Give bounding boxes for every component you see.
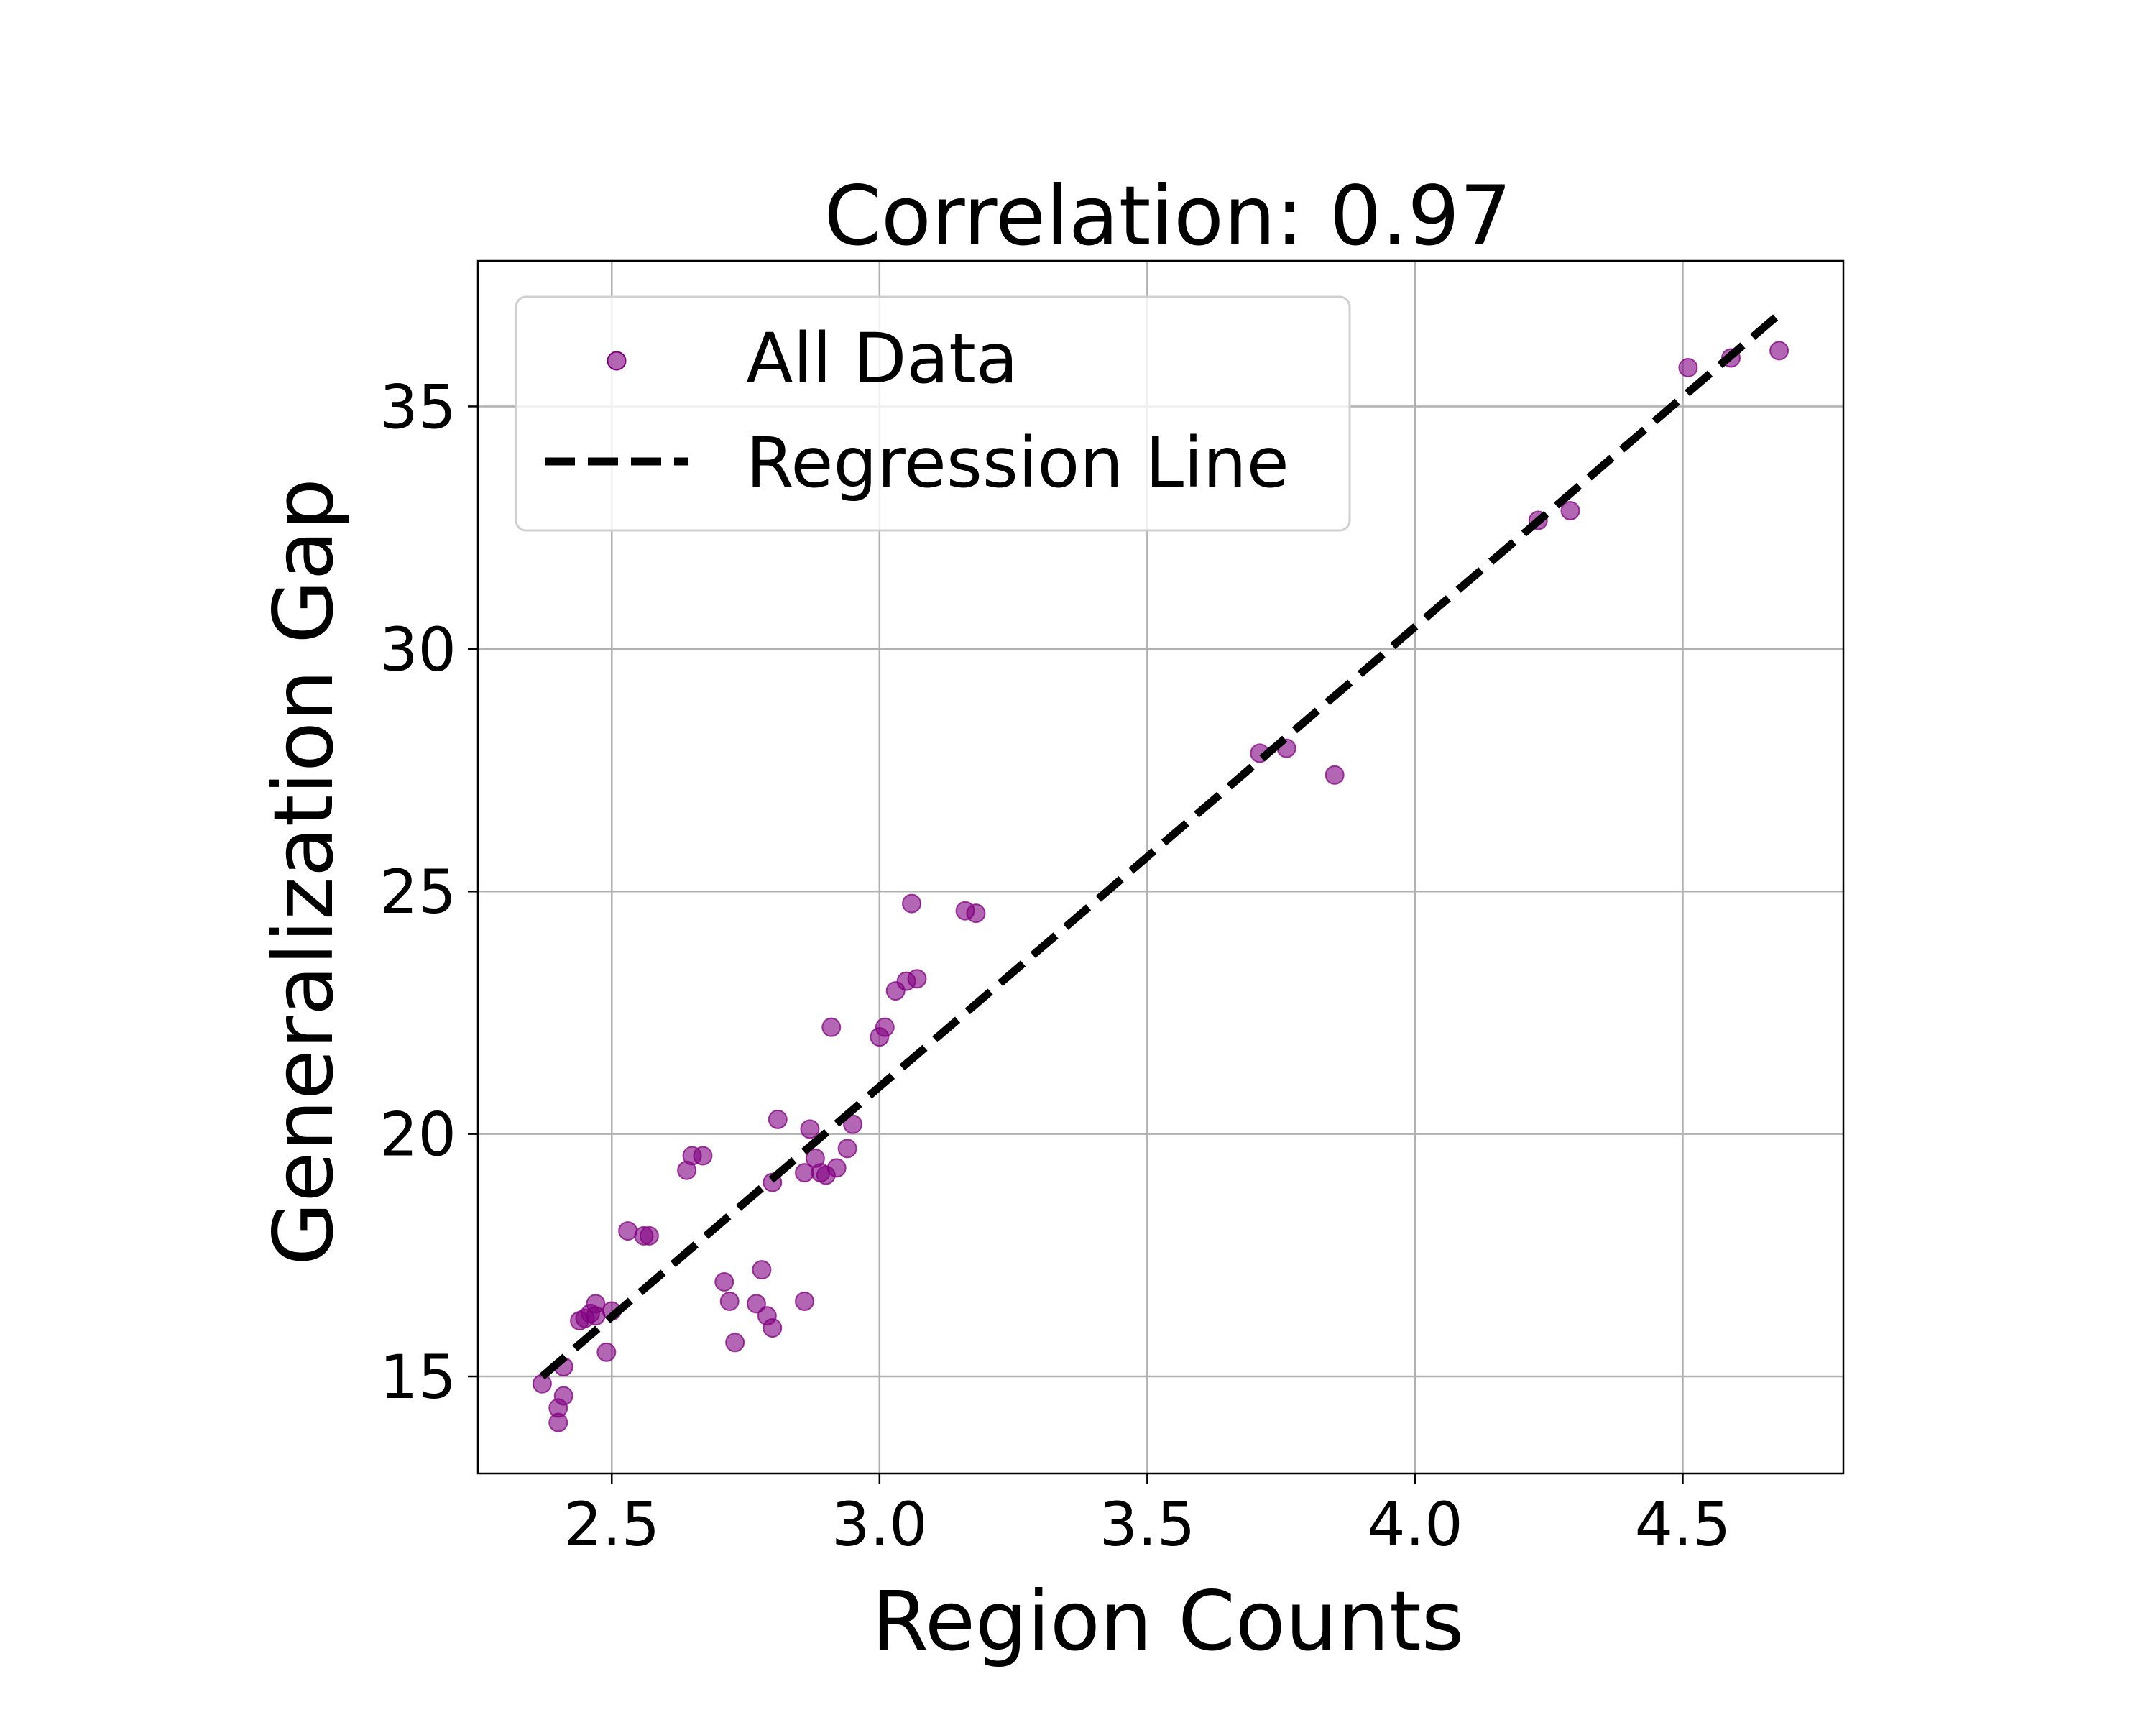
data-point bbox=[768, 1109, 788, 1129]
data-point bbox=[1560, 501, 1580, 521]
data-point bbox=[800, 1119, 820, 1139]
data-point bbox=[843, 1114, 863, 1134]
y-tick-label: 35 bbox=[379, 372, 456, 442]
x-axis-ticks: 2.5 3.0 3.5 4.0 4.5 bbox=[563, 1473, 1731, 1560]
regression-line-layer bbox=[539, 311, 1782, 1380]
data-point bbox=[1678, 357, 1698, 377]
x-tick-label: 4.5 bbox=[1635, 1489, 1731, 1560]
legend: All Data Regression Line bbox=[515, 295, 1351, 532]
y-tick-label: 20 bbox=[379, 1100, 456, 1170]
data-point bbox=[902, 893, 922, 914]
data-point bbox=[532, 1374, 552, 1394]
data-point bbox=[596, 1342, 617, 1362]
y-axis-ticks: 15 20 25 30 35 bbox=[379, 372, 478, 1412]
x-tick-label: 3.0 bbox=[831, 1489, 928, 1560]
data-point bbox=[752, 1260, 772, 1280]
y-tick-label: 30 bbox=[379, 615, 456, 685]
data-point bbox=[763, 1318, 783, 1338]
scatter-points bbox=[532, 341, 1789, 1432]
data-point bbox=[639, 1225, 659, 1246]
data-point bbox=[693, 1146, 713, 1166]
data-point bbox=[719, 1291, 740, 1311]
data-point bbox=[553, 1386, 573, 1406]
data-point bbox=[618, 1221, 638, 1241]
legend-box bbox=[515, 295, 1351, 532]
x-axis-title: Region Counts bbox=[872, 1573, 1464, 1669]
legend-label-regression-line: Regression Line bbox=[746, 423, 1289, 503]
data-point bbox=[1769, 341, 1789, 361]
legend-label-all-data: All Data bbox=[746, 318, 1018, 399]
x-tick-label: 2.5 bbox=[563, 1489, 660, 1560]
data-point bbox=[795, 1291, 815, 1311]
legend-marker-all-data bbox=[607, 351, 627, 371]
data-point bbox=[966, 903, 986, 924]
x-tick-label: 4.0 bbox=[1367, 1489, 1463, 1560]
data-point bbox=[875, 1017, 895, 1037]
data-point bbox=[746, 1294, 766, 1314]
x-tick-label: 3.5 bbox=[1100, 1489, 1196, 1560]
data-point bbox=[586, 1306, 606, 1326]
data-point bbox=[714, 1271, 734, 1292]
data-point bbox=[725, 1333, 745, 1353]
plot-frame bbox=[476, 259, 1845, 1475]
data-point bbox=[826, 1158, 847, 1178]
y-tick-label: 25 bbox=[379, 857, 456, 927]
chart-title: Correlation: 0.97 bbox=[824, 168, 1511, 264]
data-point bbox=[821, 1017, 842, 1037]
regression-line bbox=[539, 311, 1782, 1380]
data-point bbox=[837, 1138, 857, 1159]
data-point bbox=[1325, 765, 1345, 785]
y-tick-label: 15 bbox=[379, 1342, 456, 1412]
y-axis-title: Generalization Gap bbox=[256, 478, 351, 1266]
data-point bbox=[907, 969, 927, 989]
